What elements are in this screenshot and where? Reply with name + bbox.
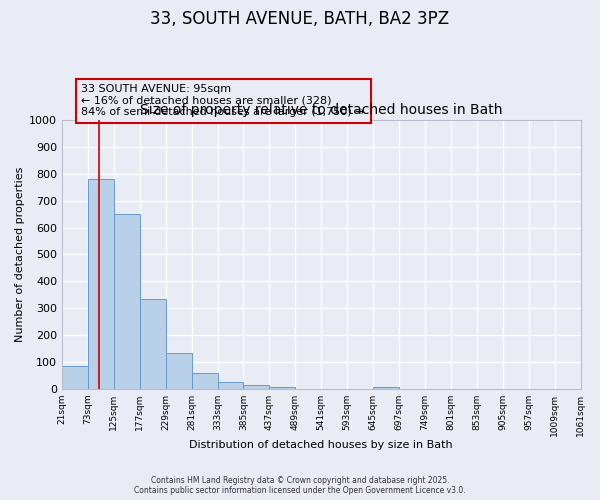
Y-axis label: Number of detached properties: Number of detached properties xyxy=(15,167,25,342)
Bar xyxy=(269,386,295,389)
Text: Contains HM Land Registry data © Crown copyright and database right 2025.
Contai: Contains HM Land Registry data © Crown c… xyxy=(134,476,466,495)
Bar xyxy=(114,214,140,389)
Title: Size of property relative to detached houses in Bath: Size of property relative to detached ho… xyxy=(140,104,503,118)
Bar xyxy=(244,385,269,389)
Bar xyxy=(166,352,191,389)
Bar xyxy=(88,179,114,389)
Bar xyxy=(373,386,399,389)
Bar xyxy=(62,366,88,389)
Bar xyxy=(140,299,166,389)
X-axis label: Distribution of detached houses by size in Bath: Distribution of detached houses by size … xyxy=(190,440,453,450)
Text: 33, SOUTH AVENUE, BATH, BA2 3PZ: 33, SOUTH AVENUE, BATH, BA2 3PZ xyxy=(151,10,449,28)
Bar xyxy=(191,372,218,389)
Bar xyxy=(218,382,244,389)
Text: 33 SOUTH AVENUE: 95sqm
← 16% of detached houses are smaller (328)
84% of semi-de: 33 SOUTH AVENUE: 95sqm ← 16% of detached… xyxy=(82,84,365,117)
